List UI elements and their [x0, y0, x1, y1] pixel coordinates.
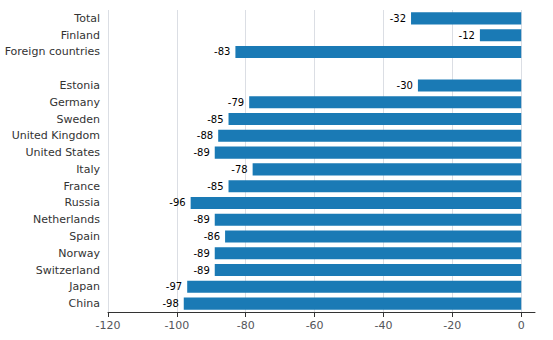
svg-text:Finland: Finland: [61, 29, 100, 42]
svg-text:-88: -88: [197, 130, 213, 141]
svg-text:-86: -86: [204, 231, 220, 242]
svg-text:-89: -89: [193, 248, 209, 259]
svg-text:-40: -40: [374, 319, 392, 332]
svg-text:-96: -96: [169, 197, 185, 208]
svg-text:-89: -89: [193, 214, 209, 225]
svg-text:United States: United States: [26, 146, 101, 159]
svg-text:Norway: Norway: [58, 247, 100, 260]
svg-text:Italy: Italy: [76, 163, 100, 176]
svg-text:-78: -78: [231, 164, 247, 175]
svg-text:-12: -12: [459, 30, 475, 41]
svg-text:-97: -97: [166, 281, 182, 292]
svg-text:-98: -98: [162, 298, 178, 309]
svg-text:Switzerland: Switzerland: [36, 264, 100, 277]
svg-text:-20: -20: [443, 319, 461, 332]
svg-text:Russia: Russia: [65, 196, 100, 209]
svg-text:Spain: Spain: [69, 230, 100, 243]
svg-text:United Kingdom: United Kingdom: [12, 129, 100, 142]
svg-text:Total: Total: [73, 12, 100, 25]
svg-text:-89: -89: [193, 147, 209, 158]
svg-text:-100: -100: [164, 319, 189, 332]
svg-text:0: 0: [518, 319, 525, 332]
svg-text:-80: -80: [237, 319, 255, 332]
svg-text:-32: -32: [390, 13, 406, 24]
svg-text:Netherlands: Netherlands: [33, 213, 100, 226]
svg-text:-79: -79: [228, 97, 244, 108]
svg-text:France: France: [63, 180, 100, 193]
svg-text:Germany: Germany: [49, 96, 100, 109]
svg-text:-85: -85: [207, 114, 223, 125]
svg-text:Foreign countries: Foreign countries: [5, 45, 101, 58]
svg-text:China: China: [69, 297, 100, 310]
svg-text:-120: -120: [96, 319, 121, 332]
svg-text:Sweden: Sweden: [57, 113, 100, 126]
svg-text:-89: -89: [193, 265, 209, 276]
svg-text:-30: -30: [397, 80, 413, 91]
svg-text:-60: -60: [306, 319, 324, 332]
svg-text:Japan: Japan: [68, 280, 100, 293]
svg-text:-85: -85: [207, 181, 223, 192]
svg-text:Estonia: Estonia: [60, 79, 101, 92]
svg-text:-83: -83: [214, 46, 230, 57]
